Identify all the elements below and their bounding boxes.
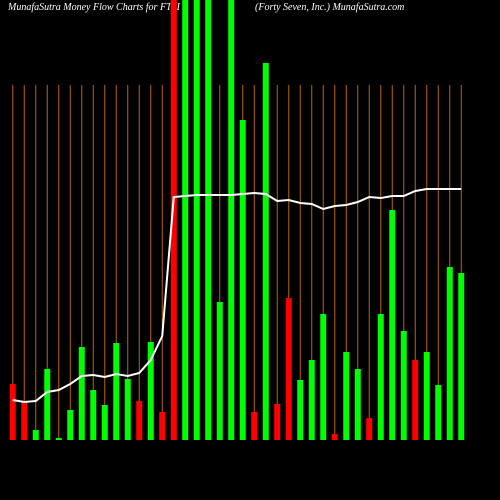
bar [435, 385, 442, 440]
bar [354, 369, 361, 440]
bar [343, 352, 350, 440]
bar [239, 120, 246, 440]
chart-title: MunafaSutra Money Flow Charts for FTSI [7, 2, 181, 13]
bar [182, 0, 189, 440]
bar [205, 0, 212, 440]
bar [101, 405, 108, 440]
bar [136, 401, 143, 440]
bar [170, 0, 177, 440]
bar [159, 412, 166, 440]
bar [366, 418, 373, 440]
bar [44, 369, 51, 440]
bar [193, 0, 200, 440]
bar [90, 390, 97, 440]
bar [308, 360, 315, 440]
bar [297, 380, 304, 440]
bar [216, 302, 223, 440]
bar [274, 404, 281, 440]
bar [377, 314, 384, 440]
bar [412, 360, 419, 440]
bar [21, 402, 28, 440]
bar [147, 342, 154, 440]
money-flow-line [12, 188, 462, 404]
bar [124, 379, 131, 440]
bar [67, 410, 74, 440]
bar [400, 331, 407, 440]
bar [320, 314, 327, 440]
bar [285, 298, 292, 440]
bar [389, 210, 396, 440]
bar [458, 273, 465, 440]
bar [331, 434, 338, 440]
bar [55, 438, 62, 440]
chart-subtitle: (Forty Seven, Inc.) MunafaSutra.com [255, 2, 404, 13]
bar [262, 63, 269, 440]
bar [78, 347, 85, 440]
bar [228, 0, 235, 440]
bar [113, 343, 120, 440]
bar [251, 412, 258, 440]
bar [9, 384, 16, 440]
bar [32, 430, 39, 440]
bar [446, 267, 453, 440]
bar [423, 352, 430, 440]
